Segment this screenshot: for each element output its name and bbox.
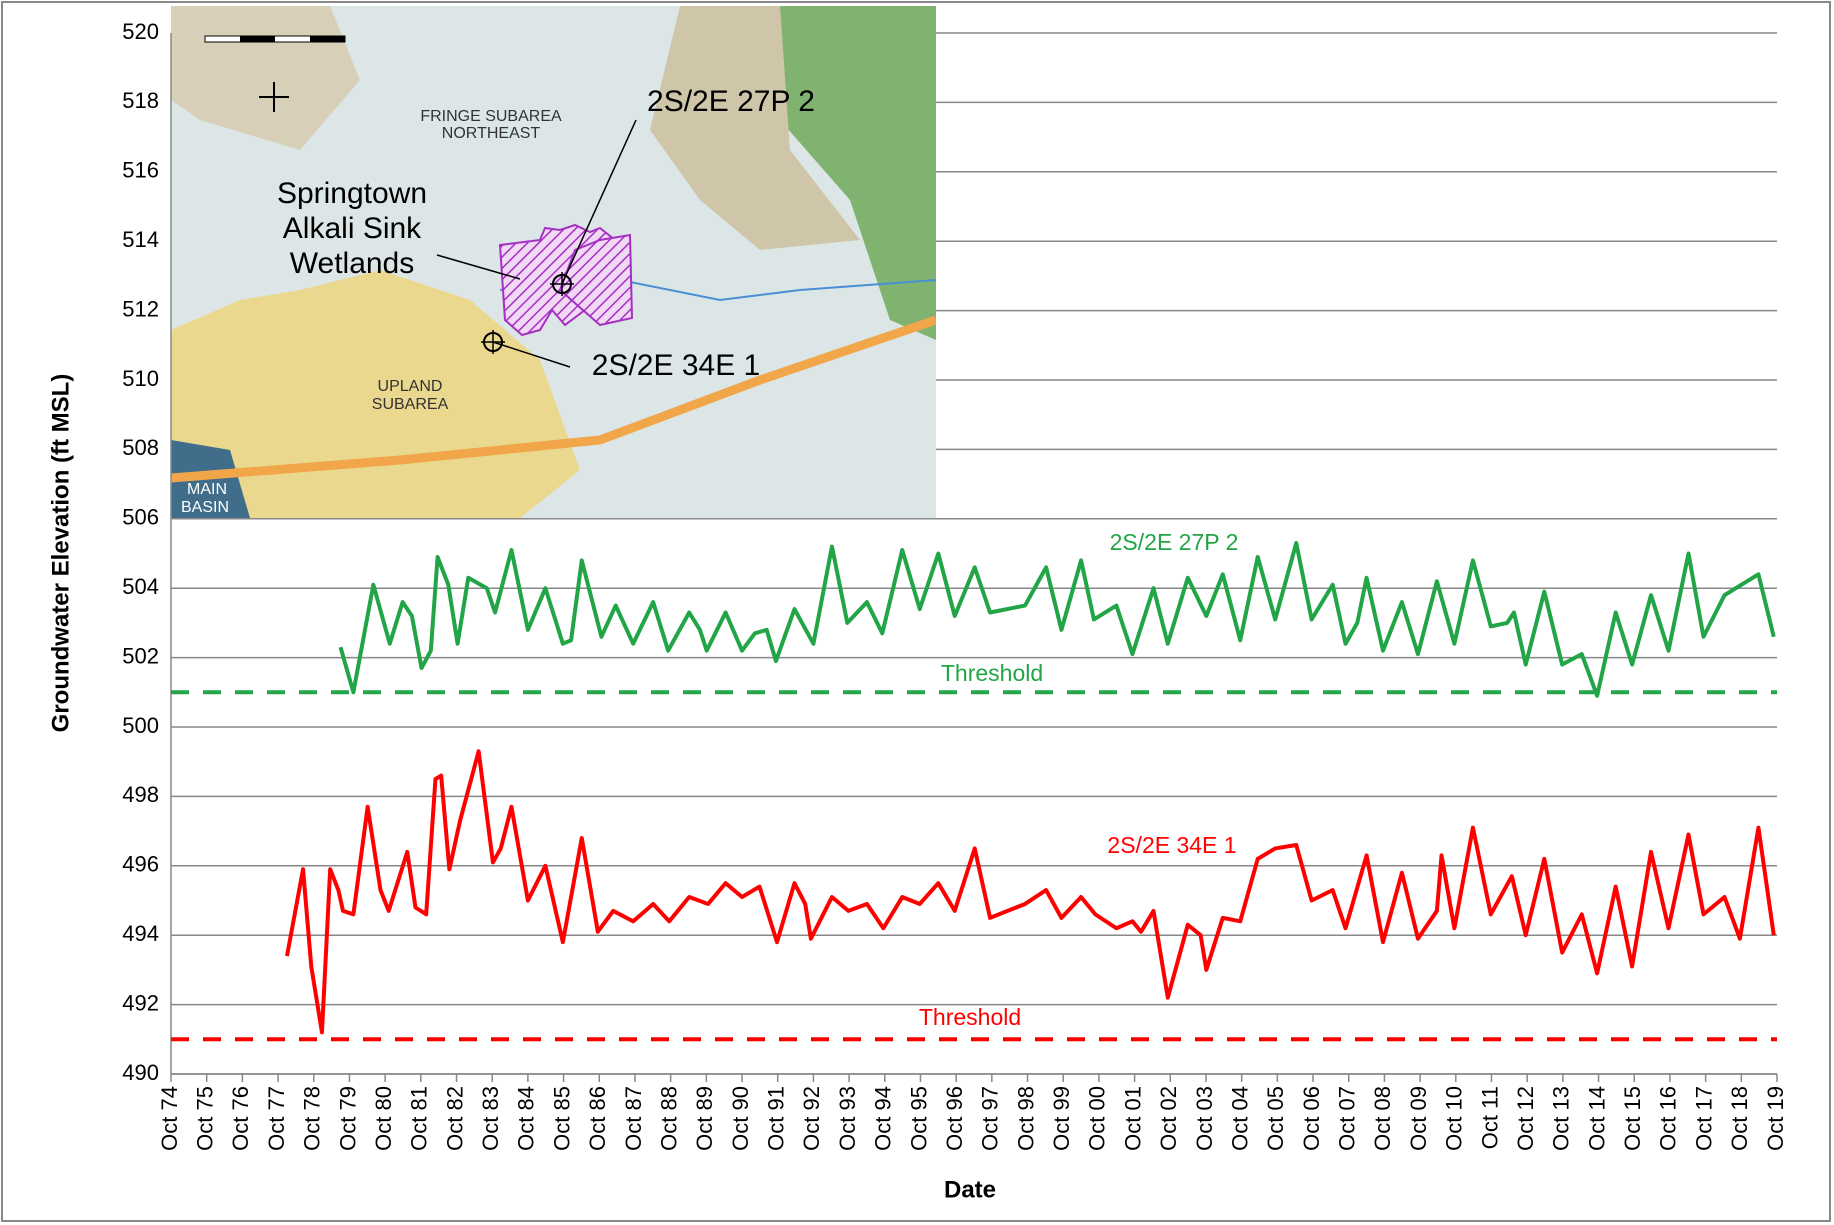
- x-tick-label: Oct 95: [906, 1086, 931, 1151]
- map-scale-bar: [240, 36, 275, 42]
- x-tick-label: Oct 92: [799, 1086, 824, 1151]
- x-tick-label: Oct 04: [1227, 1086, 1252, 1151]
- x-tick-label: Oct 03: [1192, 1086, 1217, 1151]
- series-label: Threshold: [919, 1004, 1021, 1030]
- x-tick-label: Oct 02: [1156, 1086, 1181, 1151]
- map-area-label: MAIN: [187, 481, 227, 498]
- y-tick-label: 494: [122, 921, 159, 946]
- map-label: Alkali Sink: [283, 212, 422, 245]
- series-label: Threshold: [941, 660, 1043, 686]
- x-tick-label: Oct 91: [764, 1086, 789, 1151]
- y-tick-label: 506: [122, 505, 159, 530]
- x-tick-label: Oct 14: [1584, 1086, 1609, 1151]
- map-area-label: SUBAREA: [372, 396, 449, 413]
- y-tick-label: 514: [122, 227, 159, 252]
- y-tick-label: 490: [122, 1060, 159, 1085]
- x-tick-label: Oct 18: [1727, 1086, 1752, 1151]
- series-label: 2S/2E 34E 1: [1107, 832, 1236, 858]
- map-area-label: BASIN: [181, 499, 229, 516]
- x-tick-label: Oct 15: [1620, 1086, 1645, 1151]
- x-tick-label: Oct 85: [549, 1086, 574, 1151]
- x-tick-label: Oct 75: [193, 1086, 218, 1151]
- x-tick-label: Oct 16: [1656, 1086, 1681, 1151]
- x-tick-label: Oct 94: [871, 1086, 896, 1151]
- x-tick-label: Oct 87: [621, 1086, 646, 1151]
- x-tick-label: Oct 79: [335, 1086, 360, 1151]
- x-tick-label: Oct 74: [157, 1086, 182, 1151]
- map-area-label: UPLAND: [378, 378, 443, 395]
- x-tick-label: Oct 76: [228, 1086, 253, 1151]
- y-tick-label: 496: [122, 852, 159, 877]
- x-tick-label: Oct 86: [585, 1086, 610, 1151]
- y-tick-label: 498: [122, 782, 159, 807]
- y-tick-label: 516: [122, 158, 159, 183]
- y-tick-label: 512: [122, 296, 159, 321]
- inset-map: Springtown Alkali Sink Wetlands 2S/2E 27…: [171, 6, 936, 518]
- x-tick-label: Oct 77: [264, 1086, 289, 1151]
- x-tick-label: Oct 00: [1085, 1086, 1110, 1151]
- x-tick-label: Oct 06: [1299, 1086, 1324, 1151]
- x-tick-label: Oct 96: [942, 1086, 967, 1151]
- y-tick-label: 510: [122, 366, 159, 391]
- x-tick-label: Oct 90: [728, 1086, 753, 1151]
- x-tick-label: Oct 17: [1691, 1086, 1716, 1151]
- y-tick-label: 520: [122, 19, 159, 44]
- y-tick-label: 508: [122, 435, 159, 460]
- x-tick-label: Oct 80: [371, 1086, 396, 1151]
- x-tick-label: Oct 13: [1549, 1086, 1574, 1151]
- y-tick-label: 518: [122, 88, 159, 113]
- x-tick-label: Oct 09: [1406, 1086, 1431, 1151]
- x-tick-label: Oct 19: [1763, 1086, 1788, 1151]
- x-tick-label: Oct 81: [407, 1086, 432, 1151]
- y-tick-label: 492: [122, 990, 159, 1015]
- x-tick-label: Oct 93: [835, 1086, 860, 1151]
- x-tick-label: Oct 01: [1120, 1086, 1145, 1151]
- y-tick-label: 500: [122, 713, 159, 738]
- x-tick-label: Oct 05: [1263, 1086, 1288, 1151]
- x-tick-label: Oct 07: [1335, 1086, 1360, 1151]
- x-tick-label: Oct 82: [442, 1086, 467, 1151]
- x-tick-label: Oct 84: [514, 1086, 539, 1151]
- x-tick-label: Oct 10: [1442, 1086, 1467, 1151]
- x-tick-label: Oct 89: [692, 1086, 717, 1151]
- x-tick-label: Oct 97: [978, 1086, 1003, 1151]
- map-label: 2S/2E 34E 1: [592, 349, 760, 382]
- x-tick-label: Oct 08: [1370, 1086, 1395, 1151]
- y-tick-label: 504: [122, 574, 159, 599]
- x-axis-title: Date: [944, 1176, 996, 1203]
- map-label: 2S/2E 27P 2: [647, 85, 815, 118]
- x-tick-label: Oct 78: [300, 1086, 325, 1151]
- x-tick-label: Oct 11: [1477, 1086, 1502, 1149]
- y-axis-title: Groundwater Elevation (ft MSL): [47, 374, 74, 733]
- y-tick-label: 502: [122, 643, 159, 668]
- map-area-label: NORTHEAST: [442, 125, 541, 142]
- series-label: 2S/2E 27P 2: [1110, 529, 1239, 555]
- map-scale-bar: [310, 36, 345, 42]
- x-tick-label: Oct 99: [1049, 1086, 1074, 1151]
- x-tick-label: Oct 12: [1513, 1086, 1538, 1151]
- chart: Springtown Alkali Sink Wetlands 2S/2E 27…: [0, 0, 1834, 1225]
- x-tick-label: Oct 88: [656, 1086, 681, 1151]
- map-label: Wetlands: [290, 247, 415, 280]
- x-tick-label: Oct 98: [1013, 1086, 1038, 1151]
- x-tick-label: Oct 83: [478, 1086, 503, 1151]
- map-label: Springtown: [277, 177, 427, 210]
- map-area-label: FRINGE SUBAREA: [420, 108, 562, 125]
